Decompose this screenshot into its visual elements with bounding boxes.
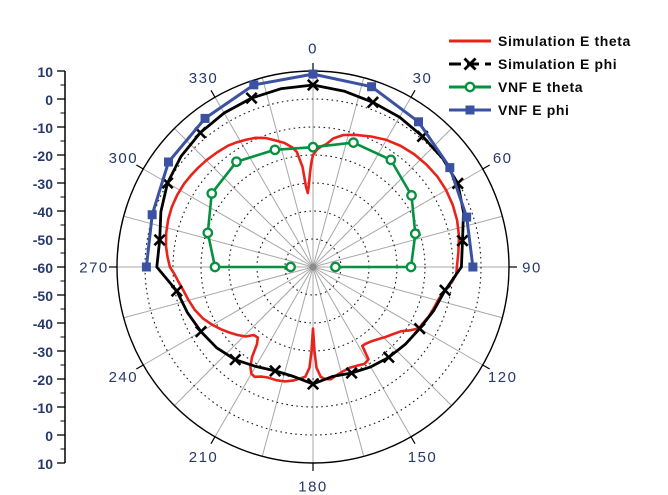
series-vnf-e-theta bbox=[202, 137, 421, 273]
circle-marker bbox=[405, 261, 417, 273]
legend-label: VNF E phi bbox=[498, 101, 570, 118]
legend-swatch-green-line-circle bbox=[449, 81, 491, 92]
legend-label: Simulation E theta bbox=[498, 32, 631, 49]
legend-item-simulation-ephi: Simulation E phi bbox=[447, 52, 631, 75]
chart-legend: Simulation E theta Simulation E phi VNF … bbox=[447, 29, 631, 121]
angular-label: 60 bbox=[493, 150, 513, 167]
circle-marker bbox=[202, 227, 214, 239]
angular-label: 0 bbox=[308, 41, 318, 58]
angular-label: 300 bbox=[109, 150, 139, 167]
angular-label: 30 bbox=[413, 70, 433, 87]
radial-tick-label: -40 bbox=[33, 204, 53, 220]
circle-marker bbox=[209, 261, 221, 273]
series-simulation-e-theta bbox=[164, 133, 461, 383]
polar-center-dot bbox=[309, 263, 317, 271]
angular-label: 210 bbox=[189, 449, 219, 466]
radial-tick-label: 0 bbox=[45, 92, 53, 108]
circle-marker bbox=[269, 144, 281, 156]
series-simulation-e-phi bbox=[153, 78, 469, 391]
radial-tick-label: 10 bbox=[37, 64, 53, 80]
angular-label: 150 bbox=[408, 449, 438, 466]
circle-marker bbox=[348, 137, 359, 148]
square-marker bbox=[163, 157, 173, 167]
square-marker bbox=[445, 163, 455, 173]
legend-swatch-black-line-x bbox=[449, 57, 491, 70]
radial-tick-label: -10 bbox=[33, 400, 53, 416]
angular-label: 240 bbox=[109, 369, 139, 386]
legend-label: Simulation E phi bbox=[498, 55, 618, 72]
radial-tick-label: -30 bbox=[33, 344, 53, 360]
circle-marker bbox=[285, 261, 296, 273]
radial-tick-label: -40 bbox=[33, 316, 53, 332]
legend-swatch-blue-line-square bbox=[449, 105, 491, 114]
radial-tick-label: 10 bbox=[37, 456, 53, 472]
circle-marker bbox=[409, 228, 421, 240]
square-marker bbox=[413, 117, 423, 127]
legend-item-simulation-etheta: Simulation E theta bbox=[447, 29, 631, 52]
radial-axis: 10 0 -10 -20 -30 -40 -50 -60 -50 -40 -30 -20 -10 0 10 bbox=[33, 64, 66, 472]
circle-marker bbox=[406, 190, 417, 201]
circle-marker bbox=[385, 154, 397, 166]
radial-tick-label: 0 bbox=[45, 428, 53, 444]
square-marker bbox=[147, 210, 157, 220]
legend-swatch-red-line bbox=[449, 39, 491, 42]
polar-grid bbox=[109, 63, 517, 471]
legend-item-vnf-etheta: VNF E theta bbox=[447, 75, 631, 98]
radial-tick-label: -20 bbox=[33, 372, 53, 388]
angular-axis-labels: 0 30 60 90 120 150 180 210 240 270 300 330 bbox=[79, 41, 542, 495]
radial-tick-label: -10 bbox=[33, 120, 53, 136]
radial-tick-label: -50 bbox=[33, 288, 53, 304]
angular-label: 330 bbox=[189, 70, 219, 87]
square-marker bbox=[249, 80, 259, 90]
square-marker bbox=[141, 262, 151, 272]
angular-label: 180 bbox=[298, 479, 328, 495]
angular-label: 270 bbox=[79, 260, 109, 277]
angular-label: 120 bbox=[488, 369, 518, 386]
series-vnf-e-phi bbox=[141, 69, 478, 272]
square-marker bbox=[200, 113, 210, 123]
angular-label: 90 bbox=[522, 260, 542, 277]
legend-label: VNF E theta bbox=[498, 78, 584, 95]
circle-marker bbox=[330, 261, 341, 273]
circle-marker bbox=[231, 156, 242, 168]
square-marker bbox=[468, 262, 478, 272]
radial-tick-label: -60 bbox=[33, 260, 53, 276]
legend-item-vnf-ephi: VNF E phi bbox=[447, 98, 631, 121]
circle-marker bbox=[307, 141, 319, 153]
radial-tick-label: -50 bbox=[33, 232, 53, 248]
square-marker bbox=[367, 82, 377, 92]
radial-tick-label: -30 bbox=[33, 176, 53, 192]
circle-marker bbox=[206, 188, 218, 199]
radial-tick-label: -20 bbox=[33, 148, 53, 164]
square-marker bbox=[462, 212, 472, 222]
square-marker bbox=[308, 69, 318, 79]
